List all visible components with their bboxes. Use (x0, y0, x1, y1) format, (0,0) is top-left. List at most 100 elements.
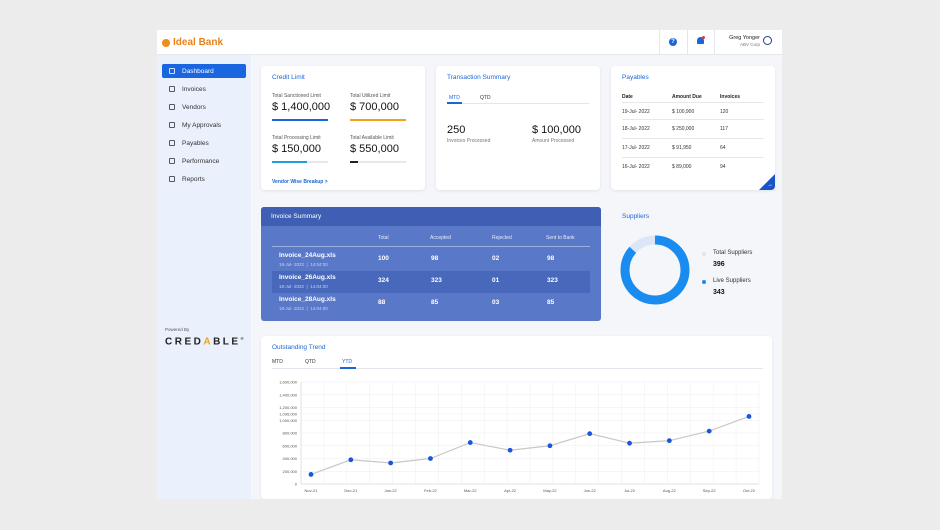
sanctioned-limit-bar (272, 119, 328, 121)
invoice-summary-header: Invoice Summary (261, 207, 601, 226)
invoice-timestamp: 18-Jul- 2022 | 14:04:00 (279, 262, 328, 267)
question-circle-icon[interactable]: ? (669, 38, 677, 46)
user-circle-icon[interactable] (763, 36, 772, 45)
credit-limit-card: Credit Limit Total Sanctioned Limit $ 1,… (261, 66, 425, 190)
x-tick-label: Aug-22 (663, 488, 677, 493)
invoice-file-name[interactable]: Invoice_26Aug.xls (279, 274, 336, 281)
live-suppliers-ring (620, 235, 690, 305)
data-point (666, 438, 672, 444)
x-tick-label: Jun-22 (584, 488, 597, 493)
data-point (428, 456, 433, 461)
arrow-right-icon[interactable]: → (767, 182, 773, 188)
card-title: Transaction Summary (447, 74, 511, 81)
live-suppliers-legend-dot (702, 280, 706, 284)
column-header: Date (622, 94, 633, 100)
sanctioned-limit-label: Total Sanctioned Limit (272, 93, 321, 99)
sent-count: 98 (547, 255, 555, 262)
processing-limit-value: $ 150,000 (272, 143, 321, 155)
rejected-count: 03 (492, 299, 500, 306)
x-tick-label: Jan-22 (385, 488, 398, 493)
sidebar-item-performance[interactable]: Performance (162, 154, 246, 168)
data-point (706, 428, 712, 434)
y-tick-label: 600,000 (283, 443, 298, 448)
processing-limit-label: Total Processing Limit (272, 135, 321, 141)
sanctioned-limit-value: $ 1,400,000 (272, 101, 331, 113)
available-limit-bar (350, 161, 406, 163)
sidebar-item-approvals[interactable]: My Approvals (162, 118, 246, 132)
invoice-file-name[interactable]: Invoice_24Aug.xls (279, 252, 336, 259)
app-window: Ideal Bank ? Greg Yonger ABV Corp Dashbo… (157, 30, 782, 499)
y-tick-label: 400,000 (283, 456, 298, 461)
x-tick-label: Mar-22 (464, 488, 477, 493)
brand-logo[interactable]: Ideal Bank (162, 37, 223, 48)
invoices-processed-value: 250 (447, 124, 466, 136)
invoice-summary-card: Invoice Summary Total Accepted Rejected … (261, 207, 601, 321)
series-line (310, 415, 750, 476)
y-tick-label: 1,600,000 (279, 380, 298, 385)
user-info[interactable]: Greg Yonger ABV Corp (729, 35, 760, 47)
y-tick-label: 1,095,000 (279, 411, 298, 416)
accepted-count: 85 (431, 299, 439, 306)
column-header: Sent to Bank (546, 235, 575, 241)
table-row[interactable]: Invoice_24Aug.xls 18-Jul- 2022 | 14:04:0… (272, 249, 590, 271)
column-header: Rejected (492, 235, 512, 241)
sidebar-item-payables[interactable]: Payables (162, 136, 246, 150)
payables-expand-button[interactable] (759, 174, 775, 190)
processing-limit-bar (272, 161, 328, 163)
data-point (746, 414, 752, 419)
invoice-icon (169, 86, 175, 92)
row-divider (622, 102, 764, 103)
divider (687, 30, 688, 54)
rejected-count: 01 (492, 277, 500, 284)
sidebar-item-label: Reports (182, 175, 205, 183)
transaction-summary-card: Transaction Summary MTD QTD 250 Invoices… (436, 66, 600, 190)
total-suppliers-label: Total Suppliers (713, 250, 753, 256)
total-count: 88 (378, 299, 386, 306)
sidebar-item-label: Vendors (182, 103, 206, 111)
notification-dot (702, 36, 705, 39)
sidebar-item-label: Dashboard (182, 67, 214, 75)
tab-qtd[interactable]: QTD (305, 359, 316, 365)
user-company: ABV Corp (739, 42, 760, 47)
invoice-timestamp: 18-Jul- 2022 | 14:04:00 (279, 284, 328, 289)
data-point (587, 431, 593, 437)
tab-mtd[interactable]: MTD (272, 359, 283, 365)
tab-mtd[interactable]: MTD (449, 95, 460, 101)
payables-card: Payables Date Amount Due Invoices 19-Jul… (611, 66, 775, 190)
accepted-count: 98 (431, 255, 439, 262)
outstanding-trend-card: Outstanding Trend MTD QTD YTD 0 200,000 40… (261, 336, 772, 499)
x-tick-label: Jul-22 (624, 488, 636, 493)
x-tick-label: Apr-22 (504, 488, 517, 493)
utilized-limit-label: Total Utilized Limit (350, 93, 391, 99)
sidebar-item-vendors[interactable]: Vendors (162, 100, 246, 114)
tab-qtd[interactable]: QTD (480, 95, 491, 101)
tab-ytd[interactable]: YTD (342, 359, 352, 365)
table-row[interactable]: Invoice_26Aug.xls 18-Jul- 2022 | 14:04:0… (272, 271, 590, 293)
sidebar-item-dashboard[interactable]: Dashboard (162, 64, 246, 78)
live-suppliers-label: Live Suppliers (713, 278, 751, 284)
utilized-limit-value: $ 700,000 (350, 101, 399, 113)
sidebar-item-label: Invoices (182, 85, 206, 93)
available-limit-label: Total Available Limit (350, 135, 394, 141)
vendor-wise-breakup-link[interactable]: Vendor Wise Breakup > (272, 179, 328, 185)
credable-logo: CREDABLE® (165, 336, 247, 348)
card-title: Invoice Summary (271, 213, 322, 220)
column-header: Total (378, 235, 389, 241)
divider (659, 30, 660, 54)
header-divider (272, 246, 590, 247)
x-tick-label: May-22 (543, 488, 557, 493)
bell-icon[interactable] (697, 37, 704, 44)
card-title: Outstanding Trend (272, 344, 326, 351)
column-header: Accepted (430, 235, 451, 241)
table-row[interactable]: Invoice_28Aug.xls 18-Jul- 2022 | 14:04:0… (272, 293, 590, 315)
sidebar-item-reports[interactable]: Reports (162, 172, 246, 186)
performance-icon (169, 158, 175, 164)
active-tab-indicator (340, 367, 356, 369)
card-title: Payables (622, 74, 649, 81)
grid-icon (169, 68, 175, 74)
sidebar-item-invoices[interactable]: Invoices (162, 82, 246, 96)
x-tick-label: Feb-22 (424, 488, 437, 493)
invoice-file-name[interactable]: Invoice_28Aug.xls (279, 296, 336, 303)
row-divider (622, 138, 764, 139)
invoice-timestamp: 18-Jul- 2022 | 14:04:00 (279, 306, 328, 311)
